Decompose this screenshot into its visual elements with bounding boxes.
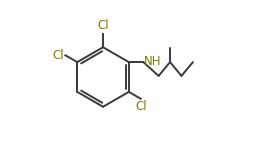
Text: Cl: Cl [136,100,147,113]
Text: NH: NH [144,55,162,68]
Text: Cl: Cl [52,49,64,62]
Text: Cl: Cl [97,19,109,32]
